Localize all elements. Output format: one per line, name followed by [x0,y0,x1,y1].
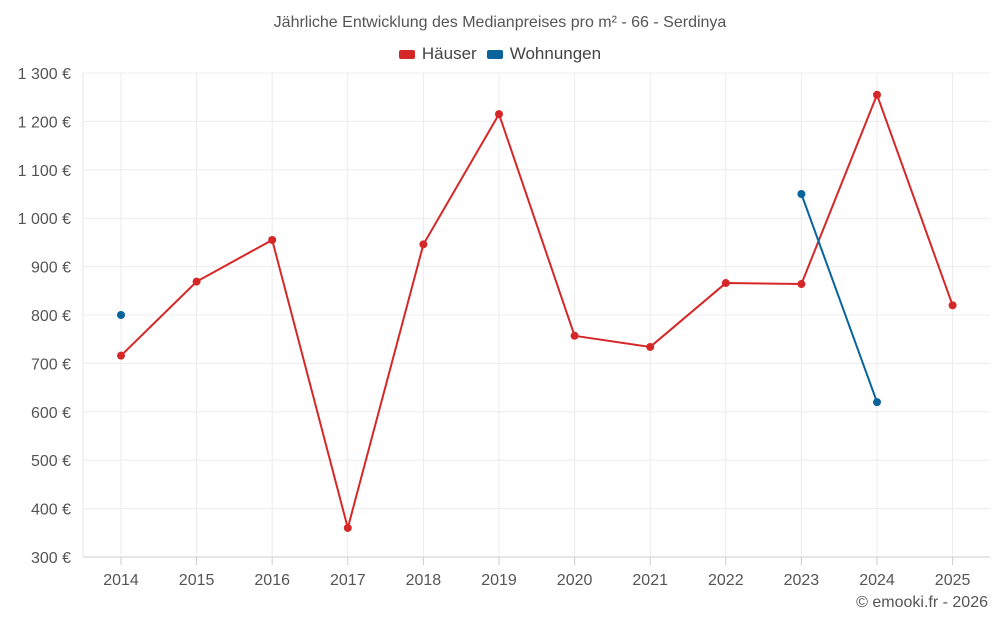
data-point-haeuser [343,523,352,532]
grid-layer [82,72,990,558]
y-tick-label: 900 € [31,260,71,277]
x-tick-label: 2024 [859,572,895,589]
y-tick-label: 500 € [31,453,71,470]
y-tick-label: 300 € [31,550,71,567]
data-point-haeuser [117,351,125,360]
y-tick-label: 1 000 € [18,211,71,228]
data-point-haeuser [948,301,957,310]
x-tick-label: 2023 [784,572,820,589]
x-tick-label: 2021 [632,572,668,589]
data-point-haeuser [570,331,579,340]
data-point-wohnungen [797,190,806,198]
series-layer [117,90,957,532]
footer-credit: © emooki.fr - 2026 [856,594,988,611]
data-point-haeuser [495,110,503,119]
x-tick-label: 2020 [557,572,593,589]
y-tick-label: 700 € [31,356,71,373]
y-tick-label: 800 € [31,308,71,325]
data-point-haeuser [721,279,730,288]
x-tick-label: 2017 [330,572,366,589]
legend-label-wohnungen: Wohnungen [509,44,602,63]
data-point-haeuser [268,235,277,244]
data-point-haeuser [192,277,201,286]
legend-item-haeuser[interactable]: Häuser [398,44,477,64]
data-point-haeuser [646,342,655,351]
y-tick-label: 1 100 € [18,163,71,180]
x-tick-label: 2015 [179,572,215,589]
x-tick-label: 2025 [935,572,971,589]
data-point-wohnungen [873,398,881,407]
series-line-wohnungen [800,193,878,403]
x-tick-label: 2019 [481,572,517,589]
y-tick-label: 600 € [31,405,71,422]
chart-legend: Häuser Wohnungen [0,44,1000,64]
axis-layer: 300 € 400 € 500 € 600 € 700 € 800 € 900 € 1 000… [18,66,971,589]
legend-label-haeuser: Häuser [421,44,477,63]
x-tick-label: 2018 [406,572,442,589]
data-point-haeuser [419,240,428,249]
y-tick-label: 1 200 € [18,114,71,131]
y-tick-label: 400 € [31,502,71,519]
data-point-haeuser [797,280,806,289]
x-tick-label: 2014 [103,572,139,589]
y-tick-label: 1 300 € [18,66,71,83]
legend-swatch-haeuser [398,49,415,59]
series-line-haeuser [120,93,954,529]
legend-swatch-wohnungen [486,49,503,59]
x-tick-label: 2016 [254,572,290,589]
chart-title: Jährliche Entwicklung des Medianpreises … [273,14,727,31]
data-point-haeuser [873,90,881,99]
x-tick-label: 2022 [708,572,744,589]
legend-item-wohnungen[interactable]: Wohnungen [486,44,602,64]
data-point-wohnungen [117,311,125,319]
